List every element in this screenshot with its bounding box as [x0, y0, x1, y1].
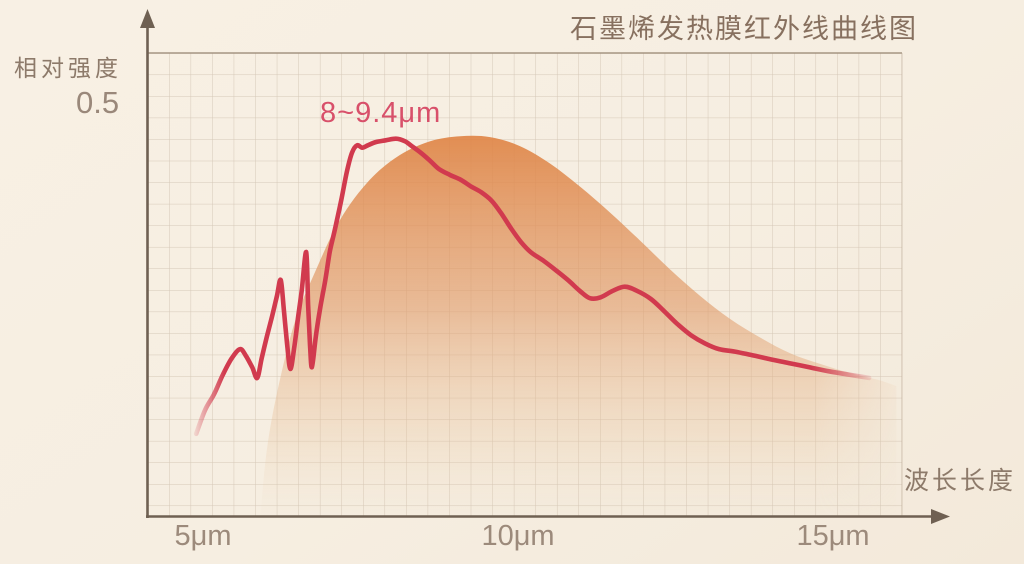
infrared-curve-line — [193, 136, 872, 437]
x-tick-5um: 5μm — [174, 520, 232, 552]
x-tick-10um: 10μm — [481, 520, 555, 552]
x-axis-arrow-icon — [931, 509, 950, 524]
peak-range-annotation: 8~9.4μm — [320, 97, 442, 129]
y-axis-arrow-icon — [140, 9, 155, 28]
envelope-area-shape — [260, 135, 897, 516]
y-axis-tick-label: 0.5 — [76, 85, 120, 120]
y-axis-label: 相对强度 — [14, 55, 122, 81]
x-axis-label: 波长长度 — [904, 467, 1017, 495]
axes — [140, 9, 950, 524]
x-tick-15um: 15μm — [796, 520, 870, 552]
page-title: 石墨烯发热膜红外线曲线图 — [570, 14, 918, 44]
